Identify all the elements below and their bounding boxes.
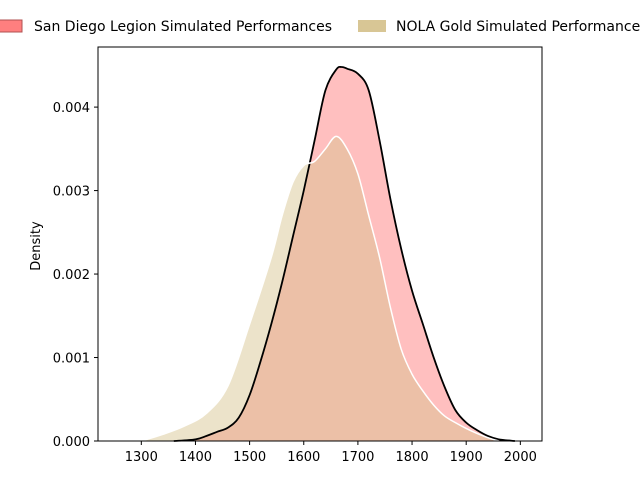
plot-frame [97, 46, 543, 442]
legend: San Diego Legion Simulated Performances … [0, 19, 640, 35]
y-tick-label: 0.002 [53, 268, 90, 283]
legend-swatch-san-diego [0, 19, 23, 33]
y-axis: 0.000 0.001 0.002 0.003 0.004 [53, 101, 98, 450]
x-tick-label: 1300 [125, 450, 158, 465]
x-tick-label: 2000 [504, 450, 537, 465]
x-tick-label: 1800 [396, 450, 429, 465]
x-tick-label: 1500 [233, 450, 266, 465]
y-tick-label: 0.004 [53, 101, 90, 116]
y-tick-label: 0.001 [53, 352, 90, 367]
x-tick-label: 1600 [287, 450, 320, 465]
x-tick-label: 1400 [179, 450, 212, 465]
legend-swatch-nola-gold [358, 20, 386, 32]
density-area-nola-gold-simulated-performances [141, 136, 499, 441]
x-tick-label: 1900 [450, 450, 483, 465]
series-layer [141, 65, 516, 442]
x-axis: 1300 1400 1500 1600 1700 1800 1900 2000 [125, 441, 537, 465]
density-line-nola-gold-simulated-performances [141, 135, 499, 442]
legend-label-san-diego: San Diego Legion Simulated Performances [34, 19, 332, 35]
x-tick-label: 1700 [341, 450, 374, 465]
density-line-san-diego-legion-simulated-performances [173, 65, 516, 442]
y-tick-label: 0.000 [53, 435, 90, 450]
legend-label-nola-gold: NOLA Gold Simulated Performances [396, 19, 640, 35]
y-axis-title: Density [29, 221, 44, 271]
y-tick-label: 0.003 [53, 185, 90, 200]
